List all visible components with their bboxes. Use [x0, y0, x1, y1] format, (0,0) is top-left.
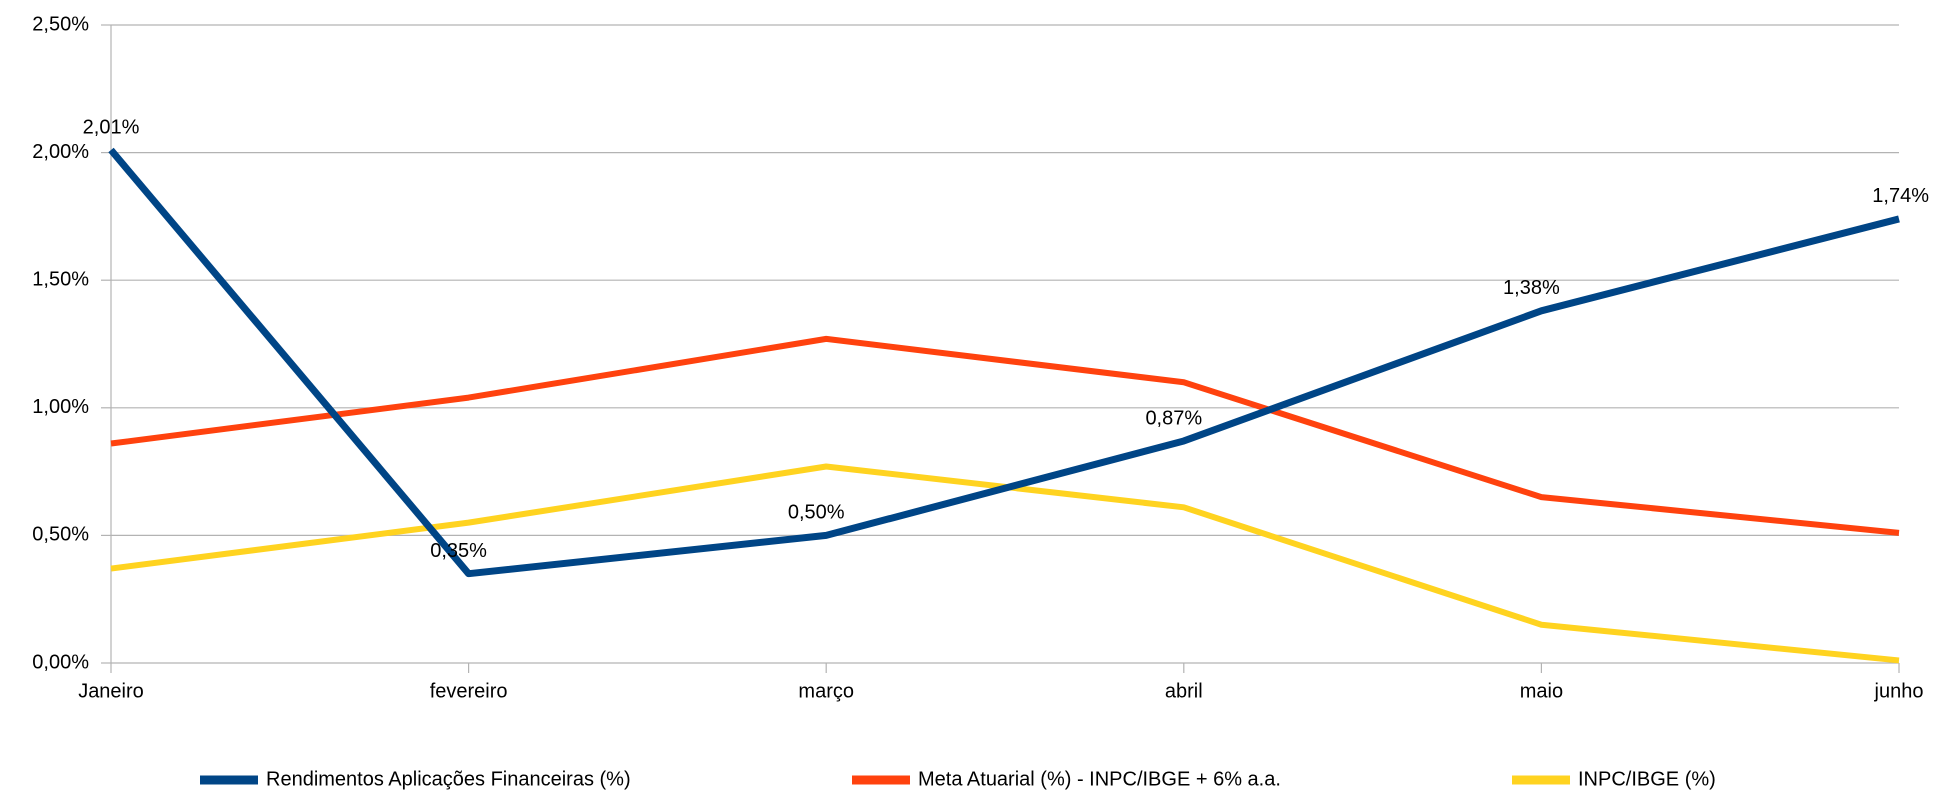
y-tick-label: 2,00%: [32, 141, 89, 163]
y-tick-label: 0,00%: [32, 651, 89, 673]
series-line: [110, 463, 1900, 664]
legend-label: INPC/IBGE (%): [1578, 768, 1716, 790]
data-label: 1,38%: [1503, 277, 1560, 299]
x-tick-label: março: [798, 680, 854, 702]
data-label: 1,74%: [1872, 185, 1929, 207]
data-label: 0,50%: [788, 502, 845, 524]
y-tick-label: 1,50%: [32, 268, 89, 290]
x-tick-label: Janeiro: [78, 680, 144, 702]
data-label: 2,01%: [83, 116, 140, 138]
series-line: [110, 335, 1900, 536]
x-tick-label: fevereiro: [430, 680, 508, 702]
legend-label: Meta Atuarial (%) - INPC/IBGE + 6% a.a.: [918, 768, 1281, 790]
y-tick-label: 0,50%: [32, 524, 89, 546]
series-line: [108, 147, 1900, 578]
data-label: 0,87%: [1145, 407, 1202, 429]
data-label: 0,35%: [430, 540, 487, 562]
y-tick-label: 2,50%: [32, 13, 89, 35]
y-tick-label: 1,00%: [32, 396, 89, 418]
x-tick-label: maio: [1520, 680, 1563, 702]
legend-label: Rendimentos Aplicações Financeiras (%): [266, 768, 631, 790]
x-tick-label: abril: [1165, 680, 1203, 702]
x-tick-label: junho: [1874, 680, 1924, 702]
